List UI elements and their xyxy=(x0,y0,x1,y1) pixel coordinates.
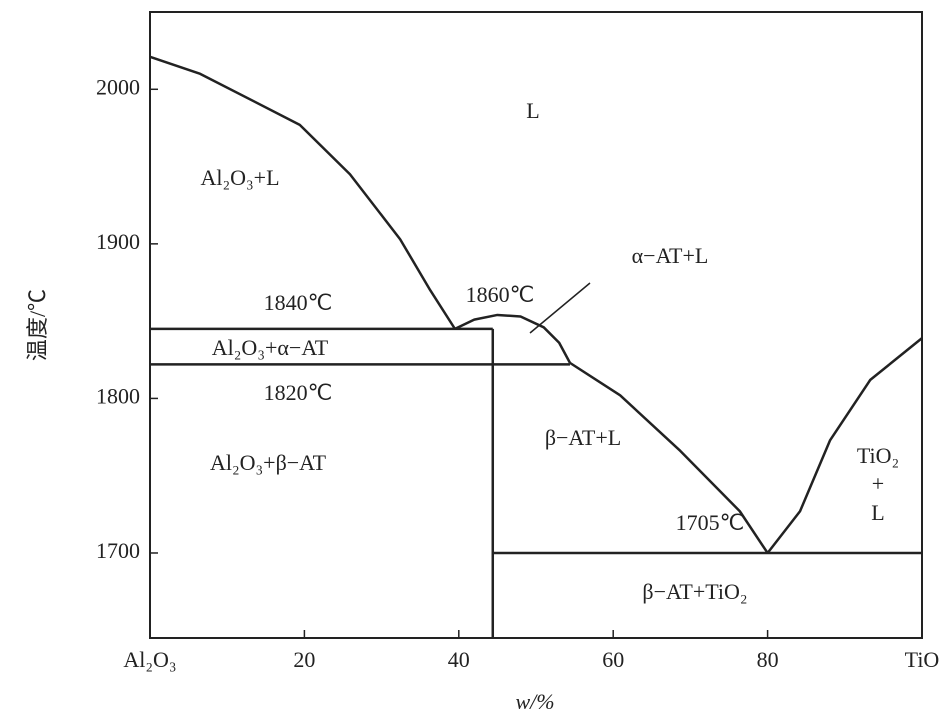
region-label: 1820℃ xyxy=(264,380,333,405)
y-tick-label: 1700 xyxy=(96,538,140,563)
region-label: L xyxy=(526,98,539,123)
region-label: 1705℃ xyxy=(676,510,745,535)
region-label: + xyxy=(872,471,884,496)
x-tick-label: 60 xyxy=(602,647,624,672)
region-label: Al₂O₃+β−AT xyxy=(210,450,327,475)
region-label: 1860℃ xyxy=(466,282,535,307)
x-tick-label: 40 xyxy=(448,647,470,672)
region-label: β−AT+TiO₂ xyxy=(642,579,747,604)
region-label: Al₂O₃+L xyxy=(200,165,279,190)
phase-boundary xyxy=(569,361,769,554)
region-label: β−AT+L xyxy=(545,425,621,450)
y-tick-label: 1900 xyxy=(96,229,140,254)
y-tick-label: 2000 xyxy=(96,74,140,99)
region-label: TiO₂ xyxy=(857,443,899,468)
phase-boundary xyxy=(766,337,923,554)
y-tick-label: 1800 xyxy=(96,383,140,408)
phase-boundary xyxy=(149,55,456,330)
region-label: L xyxy=(871,500,884,525)
region-label: Al₂O₃+α−AT xyxy=(212,335,329,360)
x-tick-label: 20 xyxy=(293,647,315,672)
region-label: α−AT+L xyxy=(632,243,709,268)
x-axis-label: w/% xyxy=(515,689,554,714)
phase-boundary xyxy=(454,313,572,364)
y-axis-label: 温度/℃ xyxy=(25,289,50,361)
region-label: 1840℃ xyxy=(264,290,333,315)
x-tick-label: TiO xyxy=(905,647,939,672)
plot-frame xyxy=(149,11,923,639)
x-tick-label: 80 xyxy=(757,647,779,672)
x-tick-label: Al₂O₃ xyxy=(123,647,176,672)
